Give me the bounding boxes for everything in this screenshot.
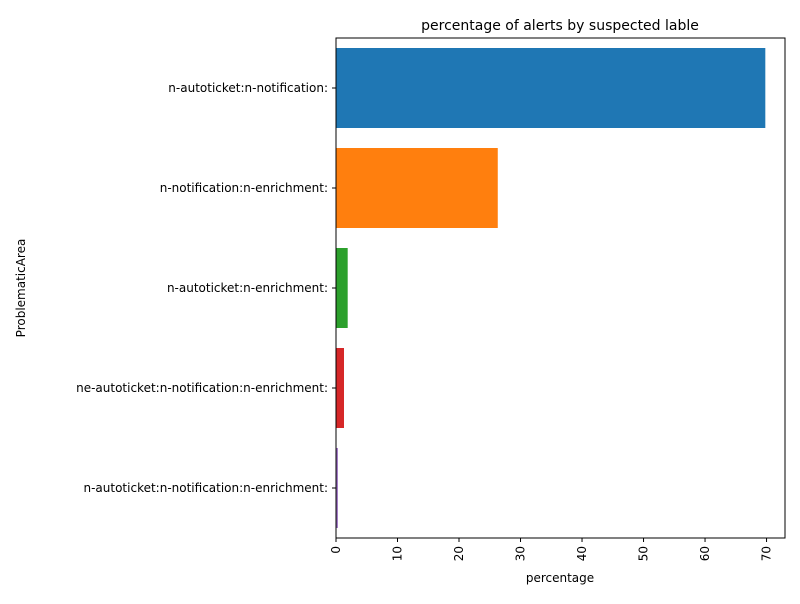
x-tick-label-1: 10 bbox=[391, 546, 405, 561]
y-tick-label-0: n-autoticket:n-notification: bbox=[168, 81, 328, 95]
y-tick-label-1: n-notification:n-enrichment: bbox=[160, 181, 328, 195]
y-tick-label-3: ne-autoticket:n-notification:n-enrichmen… bbox=[76, 381, 328, 395]
x-tick-label-3: 30 bbox=[514, 546, 528, 561]
x-tick-label-7: 70 bbox=[760, 546, 774, 561]
x-tick-label-0: 0 bbox=[329, 546, 343, 554]
x-tick-labels: 0 10 20 30 40 50 60 70 bbox=[329, 538, 774, 561]
y-tick-label-4: n-autoticket:n-notification:n-enrichment… bbox=[83, 481, 328, 495]
bar-1 bbox=[336, 148, 498, 228]
y-tick-labels: n-autoticket:n-notification: n-notificati… bbox=[76, 81, 336, 495]
bar-0 bbox=[336, 48, 766, 128]
bar-2 bbox=[336, 248, 348, 328]
y-tick-label-2: n-autoticket:n-enrichment: bbox=[167, 281, 328, 295]
chart-title: percentage of alerts by suspected lable bbox=[421, 18, 699, 34]
bar-3 bbox=[336, 348, 344, 428]
x-axis-label: percentage bbox=[526, 571, 594, 585]
x-tick-label-5: 50 bbox=[637, 546, 651, 561]
x-tick-label-2: 20 bbox=[452, 546, 466, 561]
y-axis-label: ProblematicArea bbox=[14, 239, 28, 338]
bars-group bbox=[336, 48, 766, 528]
x-tick-label-4: 40 bbox=[575, 546, 589, 561]
x-tick-label-6: 60 bbox=[698, 546, 712, 561]
plot-frame bbox=[335, 37, 786, 539]
bar-4 bbox=[336, 448, 338, 528]
